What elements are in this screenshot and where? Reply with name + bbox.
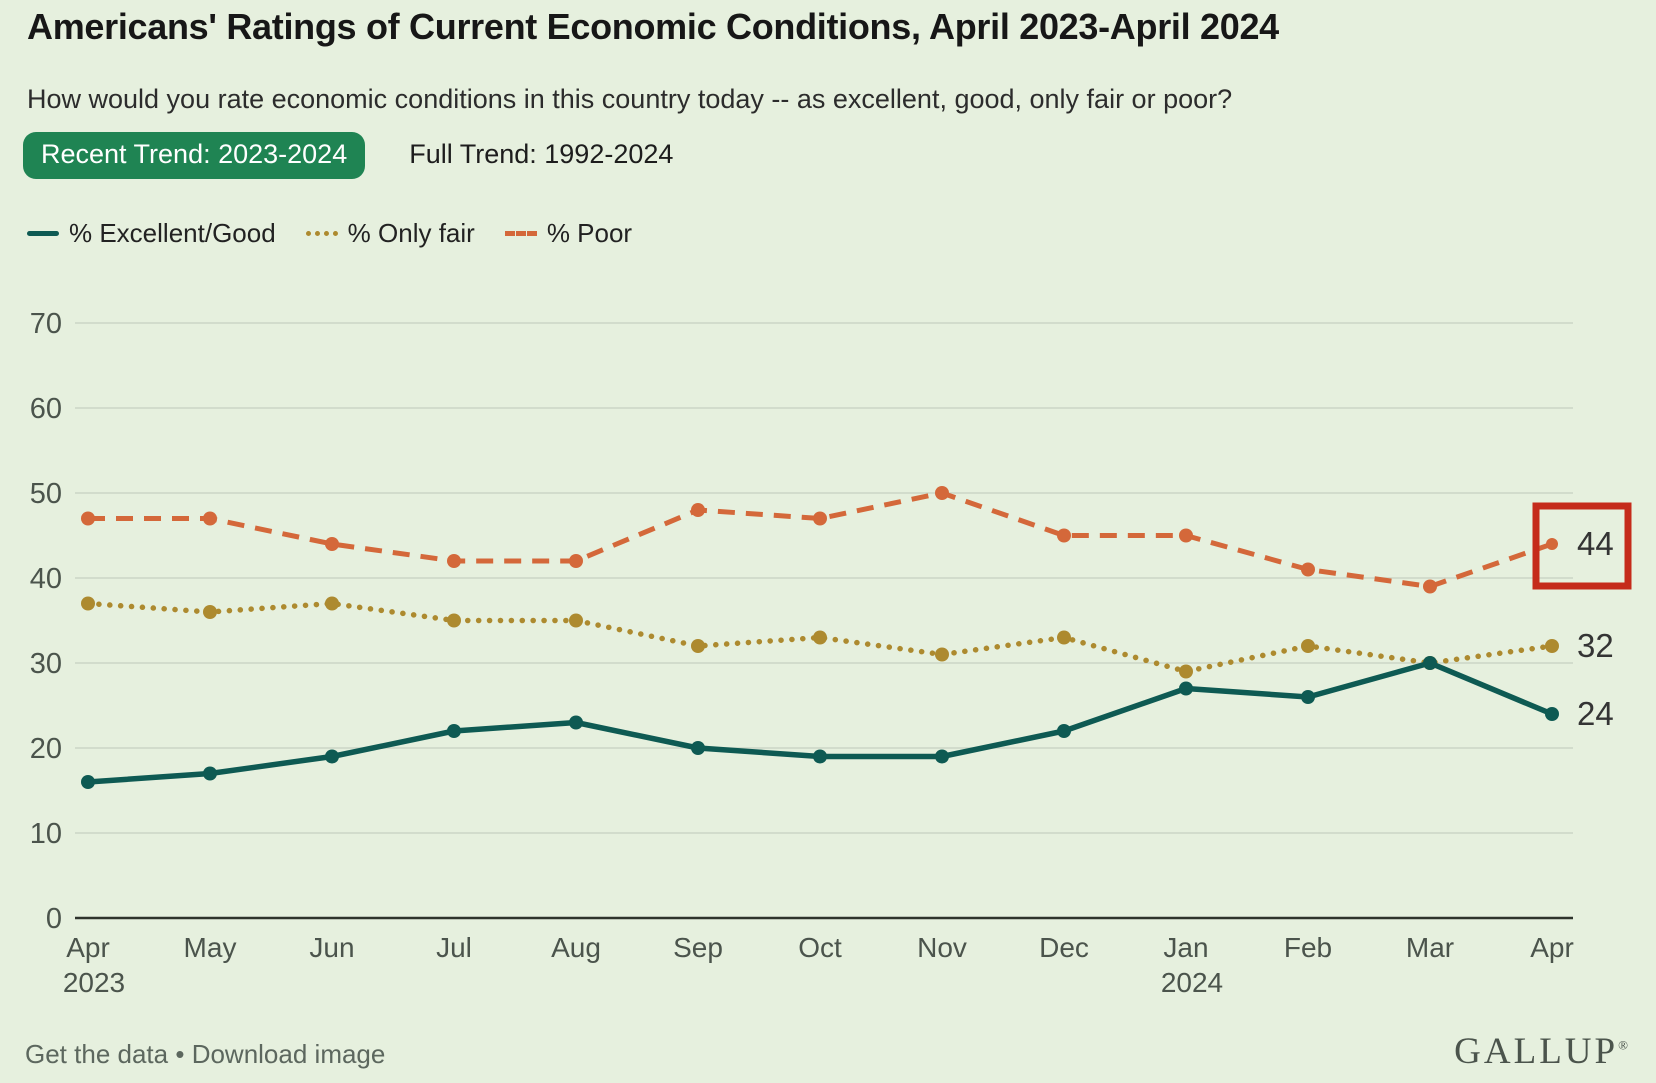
legend-label: % Poor — [546, 218, 633, 248]
svg-text:20: 20 — [30, 733, 62, 765]
svg-text:Apr: Apr — [66, 932, 110, 963]
svg-text:Nov: Nov — [917, 932, 967, 963]
legend-item-poor: % Poor — [504, 218, 633, 249]
svg-text:Jan: Jan — [1163, 932, 1208, 963]
svg-text:Sep: Sep — [673, 932, 723, 963]
svg-text:44: 44 — [1577, 525, 1614, 562]
chart-legend: % Excellent/Good % Only fair % Poor — [27, 218, 632, 249]
tab-full-trend[interactable]: Full Trend: 1992-2024 — [409, 139, 674, 169]
dotted-line-swatch-icon — [305, 231, 338, 236]
download-image-link[interactable]: Download image — [191, 1039, 386, 1069]
legend-label: % Excellent/Good — [69, 218, 276, 248]
svg-text:60: 60 — [30, 393, 62, 425]
svg-text:70: 70 — [30, 308, 62, 340]
svg-text:Mar: Mar — [1406, 932, 1454, 963]
svg-text:0: 0 — [46, 903, 62, 935]
registered-trademark-icon: ® — [1618, 1037, 1628, 1053]
legend-item-excellent-good: % Excellent/Good — [27, 218, 276, 249]
gallup-logo: GALLUP® — [1454, 1030, 1628, 1073]
footer-links: Get the data • Download image — [25, 1039, 385, 1070]
tab-recent-trend[interactable]: Recent Trend: 2023-2024 — [23, 132, 366, 179]
svg-text:Apr: Apr — [1530, 932, 1574, 963]
svg-text:40: 40 — [30, 563, 62, 595]
svg-text:2024: 2024 — [1161, 967, 1223, 998]
svg-text:24: 24 — [1577, 695, 1614, 732]
solid-line-swatch-icon — [27, 231, 59, 236]
survey-question-subtitle: How would you rate economic conditions i… — [27, 84, 1233, 114]
svg-text:10: 10 — [30, 818, 62, 850]
get-the-data-link[interactable]: Get the data — [25, 1039, 169, 1069]
svg-text:50: 50 — [30, 478, 62, 510]
legend-label: % Only fair — [347, 218, 475, 248]
svg-text:May: May — [184, 932, 237, 963]
legend-item-only-fair: % Only fair — [305, 218, 475, 249]
svg-text:Jul: Jul — [436, 932, 472, 963]
trend-tabs: Recent Trend: 2023-2024 Full Trend: 1992… — [23, 132, 673, 179]
svg-text:Oct: Oct — [798, 932, 842, 963]
svg-text:Feb: Feb — [1284, 932, 1332, 963]
gallup-wordmark: GALLUP — [1454, 1031, 1619, 1072]
svg-text:32: 32 — [1577, 627, 1614, 664]
bullet-separator: • — [175, 1039, 185, 1069]
svg-text:2023: 2023 — [63, 967, 125, 998]
svg-text:Jun: Jun — [309, 932, 354, 963]
svg-text:Dec: Dec — [1039, 932, 1089, 963]
page-title: Americans' Ratings of Current Economic C… — [27, 6, 1279, 47]
svg-text:Aug: Aug — [551, 932, 601, 963]
dashed-line-swatch-icon — [504, 231, 537, 236]
svg-text:30: 30 — [30, 648, 62, 680]
